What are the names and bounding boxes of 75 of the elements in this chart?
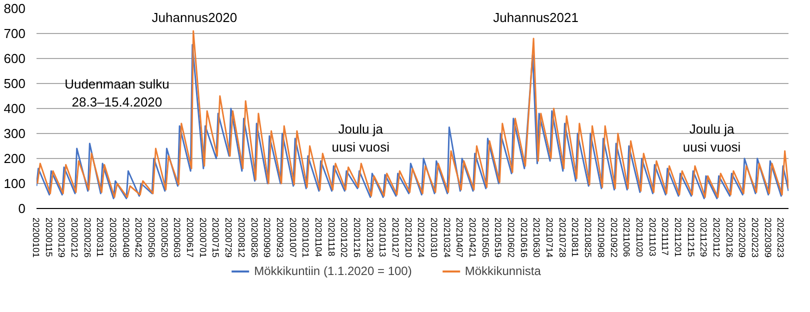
annotation: Juhannus2021 [493, 10, 578, 25]
x-tick-label: 20200115 [44, 218, 54, 257]
x-tick-label: 20211201 [672, 218, 683, 257]
x-tick-label: 20200311 [95, 218, 106, 257]
x-tick-label: 20201216 [352, 218, 362, 258]
x-tick-label: 20200826 [249, 218, 260, 258]
y-tick-label: 200 [4, 151, 26, 166]
x-tick-label: 20201118 [326, 218, 336, 256]
x-tick-label: 20210505 [480, 218, 490, 258]
annotation: Joulu ja uusi vuosi [332, 121, 390, 154]
x-tick-label: 20200909 [262, 218, 272, 258]
x-tick-label: 20210113 [378, 218, 388, 257]
annotation: Joulu ja uusi vuosi [682, 121, 741, 154]
x-tick-label: 20211103 [647, 218, 658, 256]
x-tick-label: 20220209 [737, 218, 748, 258]
x-tick-label: 20210825 [583, 218, 594, 258]
x-tick-label: 20200812 [236, 218, 246, 258]
x-tick-label: 20210519 [493, 218, 504, 258]
x-tick-label: 20220112 [711, 218, 722, 257]
x-tick-label: 20210127 [390, 218, 400, 258]
y-tick-label: 600 [4, 51, 26, 66]
x-tick-label: 20201202 [339, 218, 350, 258]
x-tick-label: 20200129 [56, 218, 67, 258]
x-tick-label: 20200923 [274, 218, 285, 258]
annotation: Juhannus2020 [152, 10, 238, 25]
y-tick-label: 100 [4, 176, 26, 191]
x-tick-label: 20201230 [364, 218, 375, 258]
x-tick-label: 20211117 [660, 218, 670, 256]
x-tick-label: 20200715 [210, 218, 221, 258]
x-tick-label: 20210407 [454, 218, 465, 258]
y-tick-label: 700 [4, 26, 26, 41]
y-tick-label: 800 [4, 1, 26, 16]
x-tick-label: 20200226 [82, 218, 92, 258]
x-tick-label: 20200729 [224, 218, 234, 258]
x-tick-label: 20211006 [622, 218, 632, 257]
x-tick-label: 20210310 [429, 218, 440, 258]
x-tick-label: 20210922 [608, 218, 619, 258]
x-tick-label: 20210728 [557, 218, 568, 258]
annotation: Uudenmaan sulku 28.3–15.4.2020 [64, 76, 170, 110]
x-tick-label: 20200617 [185, 218, 196, 258]
x-tick-label: 20200701 [198, 218, 208, 258]
x-tick-label: 20210224 [416, 218, 426, 258]
x-tick-label: 20211020 [634, 218, 644, 257]
x-tick-label: 20200325 [108, 218, 118, 258]
x-tick-label: 20201021 [300, 218, 311, 258]
x-tick-label: 20210421 [468, 218, 478, 258]
legend-label: Mökkikuntiin (1.1.2020 = 100) [254, 264, 412, 278]
x-tick-label: 20220126 [724, 218, 734, 258]
x-tick-label: 20200408 [120, 218, 131, 258]
y-tick-label: 400 [4, 101, 26, 116]
x-tick-label: 20210908 [596, 218, 606, 258]
x-tick-label: 20200212 [70, 218, 80, 258]
x-tick-label: 20210602 [506, 218, 516, 258]
x-tick-label: 20220309 [762, 218, 773, 258]
x-tick-label: 20200422 [134, 218, 144, 258]
x-tick-label: 20210714 [544, 218, 555, 258]
x-tick-label: 20200506 [146, 218, 157, 258]
x-tick-label: 20210210 [403, 218, 414, 258]
x-tick-label: 20200520 [159, 218, 170, 258]
x-tick-label: 20201007 [288, 218, 298, 258]
legend-label: Mökkikunnista [464, 264, 541, 278]
y-tick-label: 500 [4, 76, 26, 91]
x-tick-label: 20210811 [570, 218, 580, 257]
x-tick-label: 20210616 [518, 218, 529, 258]
y-tick-label: 300 [4, 126, 26, 141]
x-tick-label: 20210630 [532, 218, 542, 258]
x-tick-label: 20220223 [750, 218, 760, 258]
x-tick-label: 20200101 [31, 218, 41, 258]
x-tick-label: 20210324 [442, 218, 452, 258]
x-tick-label: 20200603 [172, 218, 182, 258]
x-tick-label: 20211229 [698, 218, 709, 257]
x-tick-label: 20220323 [776, 218, 786, 258]
y-tick-label: 0 [18, 201, 26, 216]
x-tick-label: 20201104 [313, 218, 324, 257]
x-tick-label: 20211215 [686, 218, 696, 257]
